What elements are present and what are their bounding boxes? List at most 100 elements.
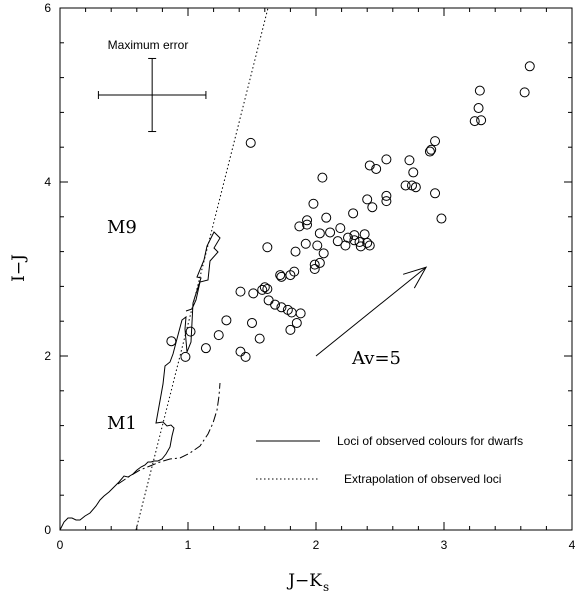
x-tick-label: 1 <box>185 538 192 552</box>
data-point <box>424 146 435 157</box>
data-point <box>410 182 421 193</box>
x-axis-title-subscript: s <box>323 580 329 594</box>
data-point <box>408 167 419 178</box>
data-point <box>262 242 273 253</box>
data-point <box>312 240 323 251</box>
data-point <box>240 351 251 362</box>
legend-label-dotted: Extrapolation of observed loci <box>344 472 501 486</box>
data-point <box>185 326 196 337</box>
reddening-vector <box>315 266 428 357</box>
data-point <box>285 324 296 335</box>
data-point <box>469 116 480 127</box>
data-point <box>302 215 313 226</box>
data-point <box>308 198 319 209</box>
data-point <box>285 270 296 281</box>
data-point <box>430 188 441 199</box>
data-point <box>200 343 211 354</box>
data-point <box>476 115 487 126</box>
data-point <box>400 180 411 191</box>
data-point <box>355 241 366 252</box>
data-point <box>257 284 268 295</box>
data-point <box>364 240 375 251</box>
data-point <box>314 228 325 239</box>
data-point <box>317 172 328 183</box>
data-point <box>362 194 373 205</box>
data-point <box>276 302 287 313</box>
data-point <box>426 144 437 155</box>
data-point <box>321 212 332 223</box>
x-axis: 0 1 2 3 4 <box>57 8 576 552</box>
x-tick-label: 4 <box>569 538 576 552</box>
extrapolation-line <box>135 7 269 531</box>
data-point <box>302 219 313 230</box>
data-point <box>364 160 375 171</box>
data-point <box>295 308 306 319</box>
dwarf-locus-line-1 <box>59 231 221 531</box>
av-label: Av=5 <box>351 348 401 369</box>
data-point <box>381 154 392 165</box>
data-point <box>275 270 286 281</box>
data-point <box>473 103 484 114</box>
data-point <box>332 236 343 247</box>
data-point <box>430 136 441 147</box>
data-point <box>371 163 382 174</box>
data-point <box>335 223 346 234</box>
data-point <box>247 317 257 328</box>
data-point <box>474 85 485 96</box>
data-point <box>404 155 415 166</box>
data-point <box>348 208 359 219</box>
data-point <box>359 229 370 240</box>
data-point <box>300 238 311 249</box>
data-point <box>263 295 274 306</box>
data-points <box>166 61 535 362</box>
data-point <box>259 282 270 293</box>
data-point <box>289 266 300 277</box>
y-tick-label: 2 <box>44 349 51 363</box>
data-point <box>254 333 265 344</box>
y-tick-label: 4 <box>44 175 51 189</box>
legend-label-solid: Loci of observed colours for dwarfs <box>337 434 523 448</box>
data-point <box>349 230 360 241</box>
data-point <box>291 317 302 328</box>
x-axis-title: J−K <box>286 571 322 591</box>
data-point <box>519 87 530 98</box>
data-point <box>276 271 287 282</box>
data-point <box>349 235 360 246</box>
y-tick-label: 6 <box>44 1 51 15</box>
data-point <box>245 137 256 148</box>
data-point <box>524 61 535 72</box>
data-point <box>166 336 177 347</box>
data-point <box>314 257 325 268</box>
data-point <box>381 190 392 201</box>
max-error-label: Maximum error <box>108 38 189 52</box>
data-point <box>180 351 191 362</box>
y-tick-label: 0 <box>44 523 51 537</box>
x-tick-label: 3 <box>441 538 448 552</box>
x-tick-label: 2 <box>313 538 320 552</box>
data-point <box>340 240 351 251</box>
data-point <box>309 264 320 274</box>
y-axis-title: I−J <box>9 254 29 282</box>
data-point <box>221 315 232 326</box>
data-point <box>213 330 224 341</box>
data-point <box>367 202 378 213</box>
data-point <box>343 232 353 243</box>
data-point <box>318 248 329 259</box>
data-point <box>362 237 373 248</box>
data-point <box>294 221 305 232</box>
data-point <box>270 299 281 310</box>
data-point <box>262 284 273 295</box>
dwarf-locus-line-2 <box>117 382 221 485</box>
legend: Loci of observed colours for dwarfs Extr… <box>256 434 523 486</box>
m9-label: M9 <box>107 217 137 238</box>
data-point <box>309 259 320 270</box>
data-point <box>248 288 259 299</box>
data-point <box>354 237 365 248</box>
data-point <box>235 346 246 357</box>
data-point <box>235 286 246 297</box>
data-point <box>381 196 392 207</box>
data-point <box>436 213 447 224</box>
data-point <box>325 227 336 238</box>
m1-label: M1 <box>107 413 137 434</box>
